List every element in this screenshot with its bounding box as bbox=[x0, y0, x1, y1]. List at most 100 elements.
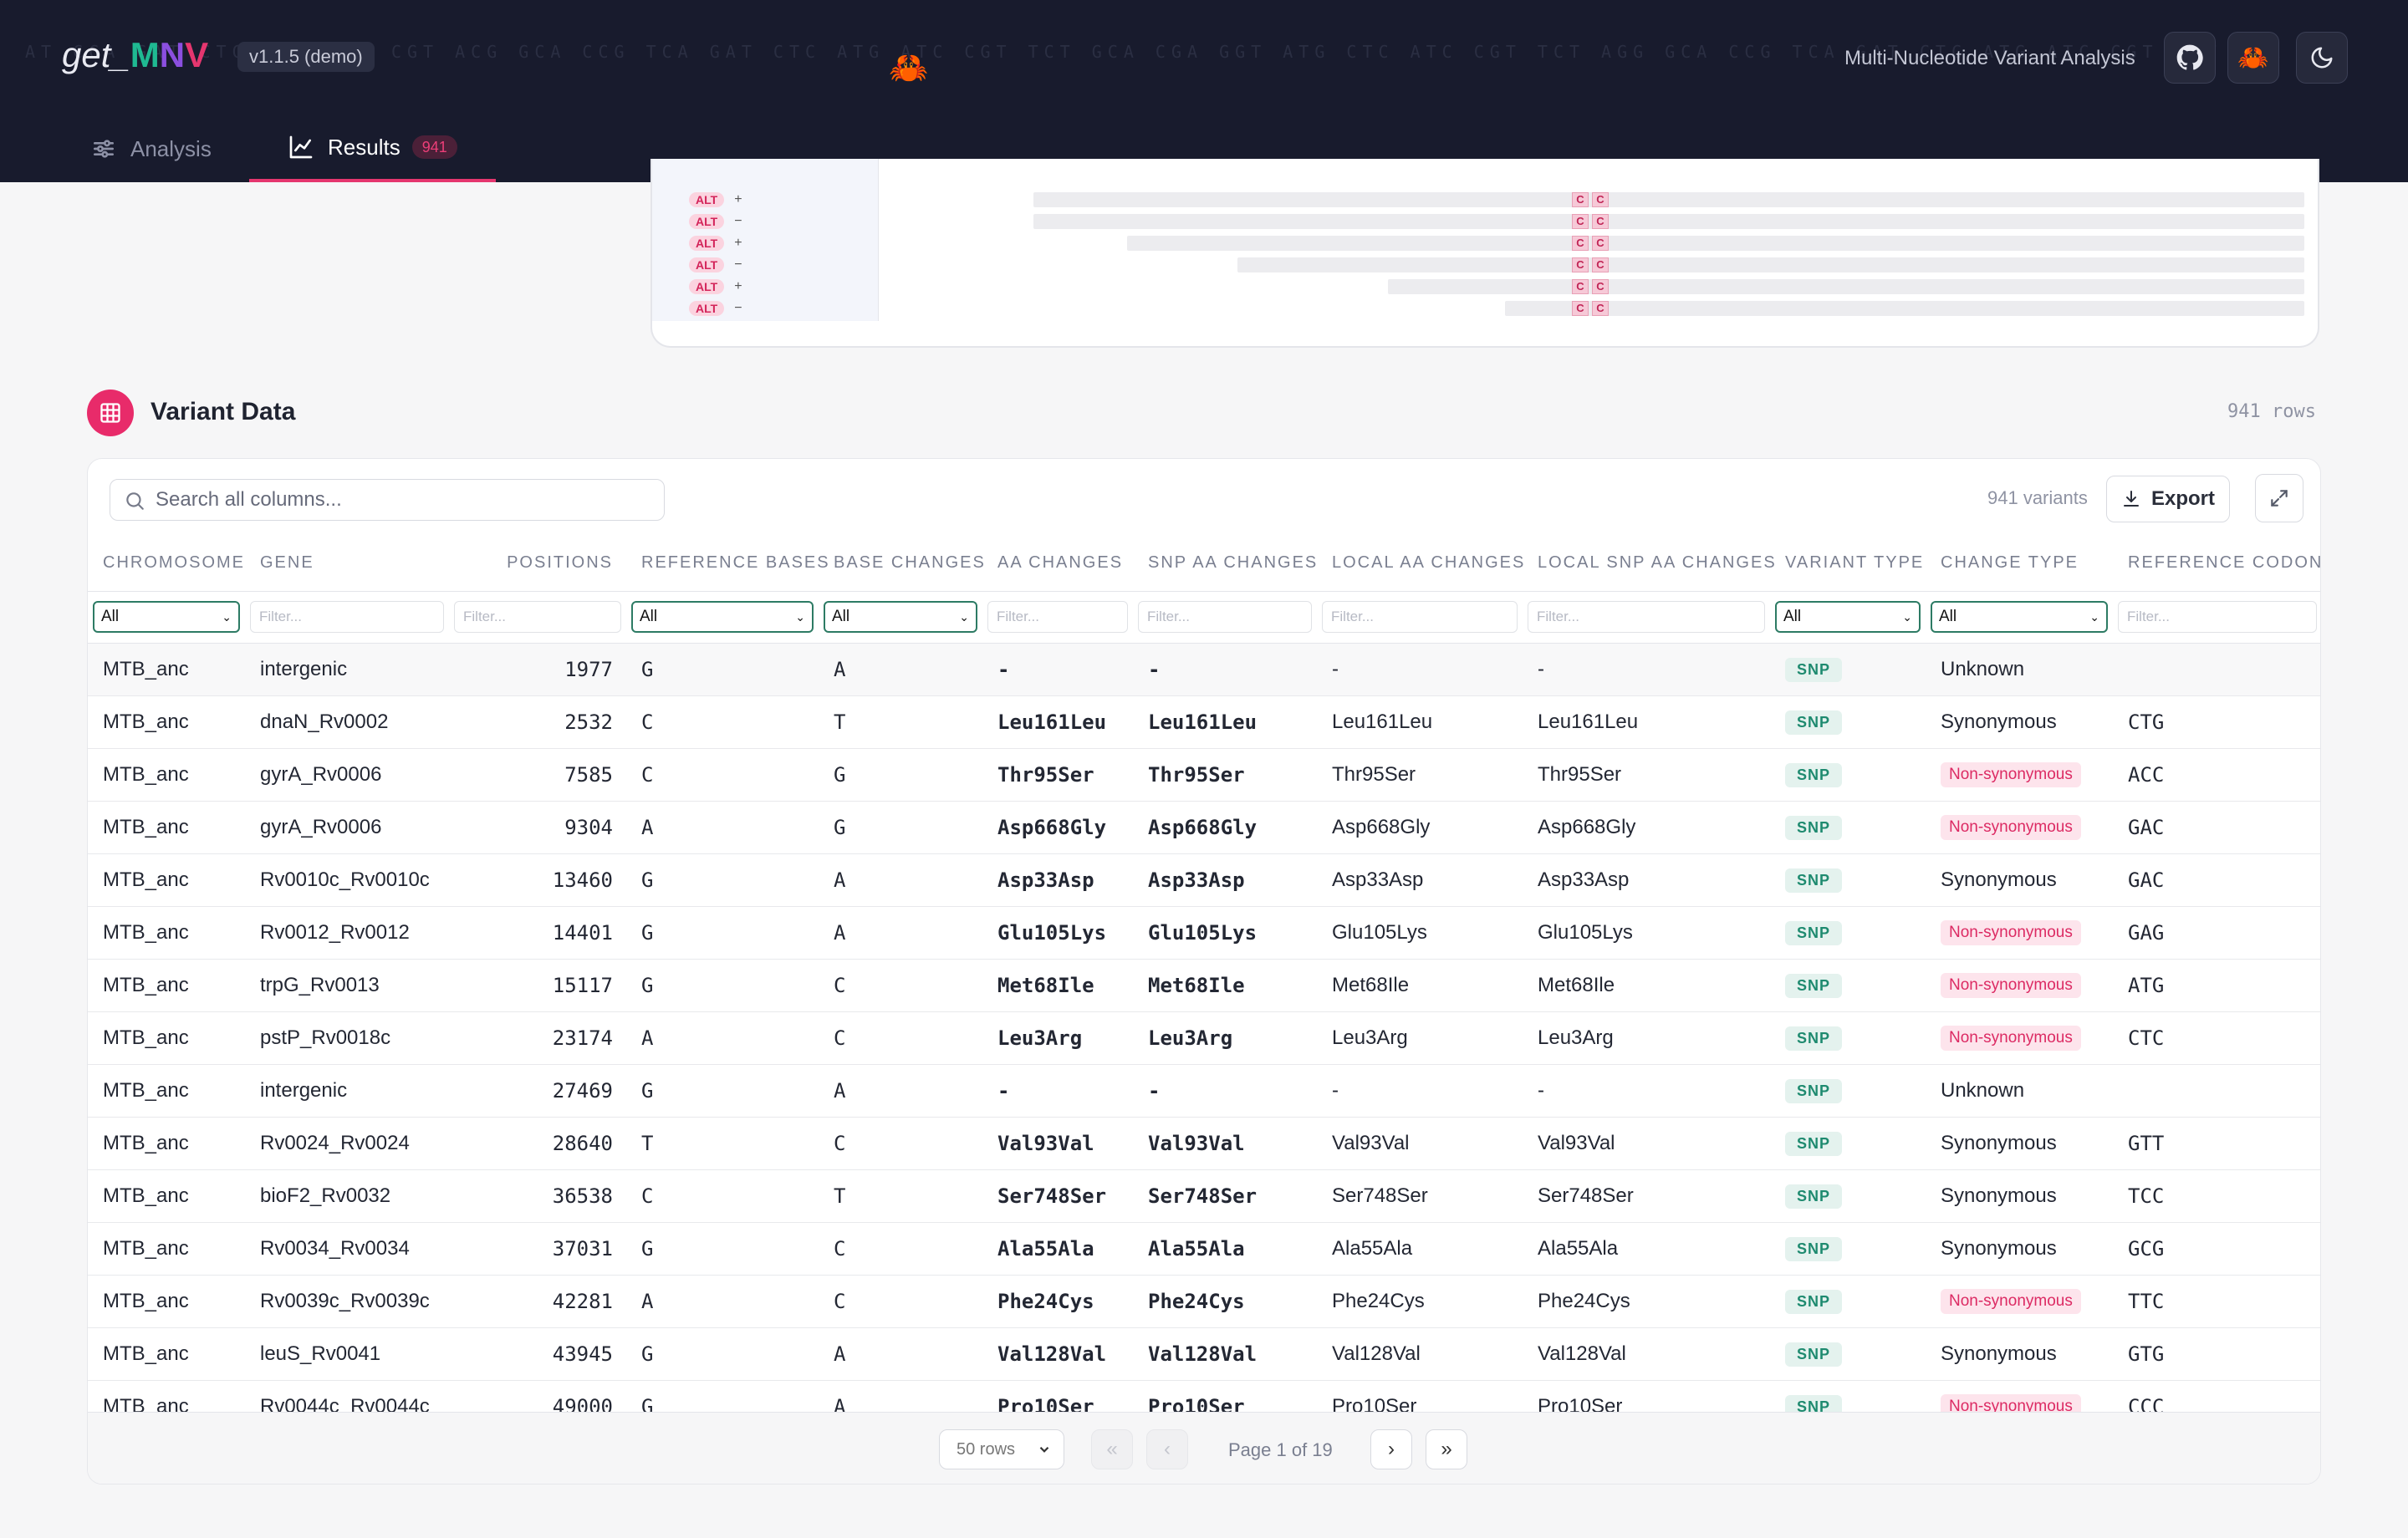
reference-codon-filter-input[interactable]: Filter... bbox=[2118, 601, 2317, 633]
table-row[interactable]: MTB_anc gyrA_Rv0006 9304 A G Asp668Gly Asp668G… bbox=[88, 801, 2320, 854]
table-row[interactable]: MTB_anc trpG_Rv0013 15117 G C Met68Ile Met68Il… bbox=[88, 959, 2320, 1012]
export-button[interactable]: Export bbox=[2106, 476, 2230, 522]
change-type-filter-select[interactable]: All ⌄ bbox=[1931, 601, 2108, 633]
local-aa-change-cell: Ser748Ser bbox=[1317, 1169, 1523, 1223]
table-row[interactable]: MTB_anc intergenic 27469 G A - - - - SNP Unknown bbox=[88, 1064, 2320, 1118]
search-input[interactable]: Search all columns... bbox=[110, 479, 665, 521]
table-row[interactable]: MTB_anc leuS_Rv0041 43945 G A Val128Val Val128… bbox=[88, 1327, 2320, 1381]
chromosome-cell: MTB_anc bbox=[88, 959, 245, 1012]
base-change-cell: C bbox=[819, 1222, 982, 1276]
base-change-cell: A bbox=[819, 853, 982, 907]
gene-filter-input[interactable]: Filter... bbox=[250, 601, 444, 633]
column-header[interactable]: POSITIONS bbox=[449, 536, 626, 592]
table-row[interactable]: MTB_anc Rv0012_Rv0012 14401 G A Glu105Lys Glu1… bbox=[88, 906, 2320, 960]
table-row[interactable]: MTB_anc Rv0024_Rv0024 28640 T C Val93Val Val93… bbox=[88, 1117, 2320, 1170]
table-row[interactable]: MTB_anc gyrA_Rv0006 7585 C G Thr95Ser Thr95Ser… bbox=[88, 748, 2320, 802]
snp-aa-change-cell: Asp668Gly bbox=[1133, 801, 1317, 854]
rows-per-page-select[interactable]: 50 rows bbox=[939, 1429, 1064, 1469]
base-cell: C bbox=[1592, 214, 1609, 229]
tab-analysis[interactable]: Analysis bbox=[90, 115, 212, 182]
snp-aa-change-cell: Leu3Arg bbox=[1133, 1011, 1317, 1065]
prev-page-button[interactable]: ‹ bbox=[1146, 1429, 1188, 1469]
change-type-badge: Non-synonymous bbox=[1941, 762, 2081, 787]
first-page-button[interactable]: « bbox=[1091, 1429, 1133, 1469]
expand-button[interactable] bbox=[2255, 474, 2303, 522]
table-row[interactable]: MTB_anc intergenic 1977 G A - - - - SNP Unknown bbox=[88, 643, 2320, 696]
reference-base-cell: G bbox=[626, 853, 819, 907]
table-row[interactable]: MTB_anc Rv0010c_Rv0010c 13460 G A Asp33Asp Asp… bbox=[88, 853, 2320, 907]
app-header: AT CCA GAT CTC ATG ATC CGT ACG GCA CCG T… bbox=[0, 0, 2408, 115]
position-cell: 42281 bbox=[449, 1275, 626, 1328]
github-button[interactable] bbox=[2164, 32, 2216, 84]
table-row[interactable]: MTB_anc dnaN_Rv0002 2532 C T Leu161Leu Leu161L… bbox=[88, 695, 2320, 749]
positions-filter-input[interactable]: Filter... bbox=[454, 601, 621, 633]
variant-type-badge: SNP bbox=[1785, 815, 1843, 840]
snp-aa-changes-filter-input[interactable]: Filter... bbox=[1138, 601, 1312, 633]
section-title: Variant Data bbox=[150, 398, 296, 425]
reference-codon-cell bbox=[2113, 1064, 2320, 1118]
local-snp-aa-change-cell: Leu3Arg bbox=[1523, 1011, 1770, 1065]
column-header[interactable]: AA CHANGES bbox=[982, 536, 1133, 592]
column-header[interactable]: VARIANT TYPE bbox=[1770, 536, 1926, 592]
app-logo[interactable]: get_MNV bbox=[62, 35, 208, 75]
column-header[interactable]: BASE CHANGES bbox=[819, 536, 984, 592]
variant-type-badge: SNP bbox=[1785, 1289, 1843, 1314]
local-aa-changes-filter-input[interactable]: Filter... bbox=[1322, 601, 1518, 633]
column-header[interactable]: SNP AA CHANGES bbox=[1133, 536, 1317, 592]
column-header[interactable]: CHANGE TYPE bbox=[1926, 536, 2113, 592]
last-page-button[interactable]: » bbox=[1426, 1429, 1467, 1469]
variant-type-filter-select[interactable]: All ⌄ bbox=[1775, 601, 1921, 633]
position-cell: 36538 bbox=[449, 1169, 626, 1223]
github-icon bbox=[2176, 44, 2203, 70]
local-snp-aa-change-cell: Phe24Cys bbox=[1523, 1275, 1770, 1328]
reference-codon-cell: TTC bbox=[2113, 1275, 2320, 1328]
variant-type-badge: SNP bbox=[1785, 1342, 1843, 1367]
change-type-cell: Non-synonymous bbox=[1926, 959, 2113, 1012]
table-row[interactable]: MTB_anc Rv0039c_Rv0039c 42281 A C Phe24Cys Phe… bbox=[88, 1275, 2320, 1328]
local-aa-change-cell: Phe24Cys bbox=[1317, 1275, 1523, 1328]
change-type-badge: Non-synonymous bbox=[1941, 1026, 2081, 1051]
read-track bbox=[1033, 192, 2304, 207]
row-count: 941 rows bbox=[2227, 401, 2316, 422]
gene-cell: bioF2_Rv0032 bbox=[245, 1169, 449, 1223]
column-header[interactable]: LOCAL SNP AA CHANGES bbox=[1523, 536, 1775, 592]
column-header[interactable]: CHROMOSOME bbox=[88, 536, 245, 592]
column-header[interactable]: REFERENCE CODON bbox=[2113, 536, 2320, 592]
strand-label: − bbox=[734, 214, 742, 228]
aa-changes-filter-input[interactable]: Filter... bbox=[987, 601, 1128, 633]
gene-cell: intergenic bbox=[245, 643, 449, 696]
tab-results[interactable]: Results 941 bbox=[249, 115, 496, 182]
snp-aa-change-cell: Ser748Ser bbox=[1133, 1169, 1317, 1223]
local-snp-aa-changes-filter-input[interactable]: Filter... bbox=[1528, 601, 1765, 633]
column-header[interactable]: REFERENCE BASES bbox=[626, 536, 829, 592]
search-icon bbox=[126, 492, 144, 510]
base-changes-filter-select[interactable]: All ⌄ bbox=[824, 601, 977, 633]
filter-select-value: All bbox=[1783, 608, 1802, 625]
table-row[interactable]: MTB_anc bioF2_Rv0032 36538 C T Ser748Ser Ser74… bbox=[88, 1169, 2320, 1223]
column-header[interactable]: GENE bbox=[245, 536, 449, 592]
local-aa-change-cell: Leu161Leu bbox=[1317, 695, 1523, 749]
base-change-cell: C bbox=[819, 1011, 982, 1065]
reference-bases-filter-select[interactable]: All ⌄ bbox=[631, 601, 814, 633]
position-cell: 43945 bbox=[449, 1327, 626, 1381]
change-type-cell: Non-synonymous bbox=[1926, 1011, 2113, 1065]
table-row[interactable]: MTB_anc Rv0034_Rv0034 37031 G C Ala55Ala Ala55… bbox=[88, 1222, 2320, 1276]
app-tagline: Multi-Nucleotide Variant Analysis bbox=[1844, 47, 2135, 69]
next-page-button[interactable]: › bbox=[1370, 1429, 1412, 1469]
snp-aa-change-cell: Val128Val bbox=[1133, 1327, 1317, 1381]
crab-button[interactable]: 🦀 bbox=[2227, 32, 2279, 84]
base-change-cell: A bbox=[819, 1327, 982, 1381]
reference-codon-cell: GCG bbox=[2113, 1222, 2320, 1276]
alt-badge: ALT bbox=[689, 257, 725, 272]
base-cell: C bbox=[1572, 257, 1589, 272]
snp-aa-change-cell: Val93Val bbox=[1133, 1117, 1317, 1170]
variant-type-cell: SNP bbox=[1770, 1275, 1926, 1328]
table-row[interactable]: MTB_anc pstP_Rv0018c 23174 A C Leu3Arg Leu3Arg… bbox=[88, 1011, 2320, 1065]
change-type-badge: Non-synonymous bbox=[1941, 815, 2081, 840]
column-header[interactable]: LOCAL AA CHANGES bbox=[1317, 536, 1523, 592]
chromosome-filter-select[interactable]: All ⌄ bbox=[93, 601, 240, 633]
logo-get: get_ bbox=[62, 35, 130, 74]
chevron-down-icon: ⌄ bbox=[222, 609, 232, 624]
aa-change-cell: Thr95Ser bbox=[982, 748, 1133, 802]
theme-toggle-button[interactable] bbox=[2296, 32, 2348, 84]
